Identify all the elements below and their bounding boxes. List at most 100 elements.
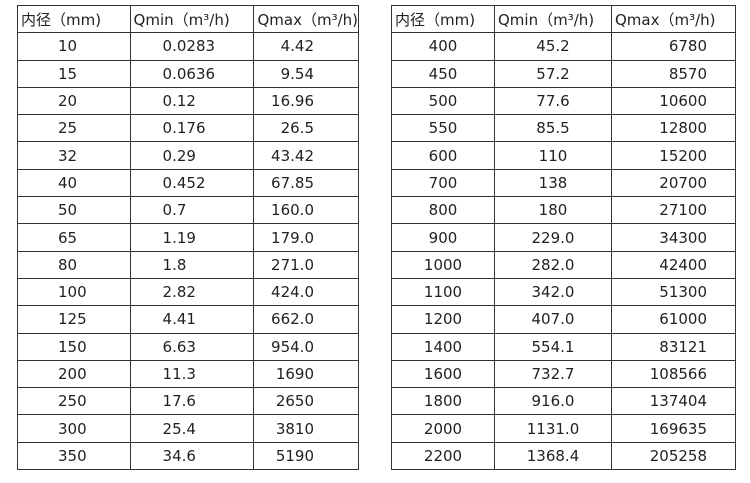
table-cell: 80 <box>17 250 131 279</box>
table-row: 150 6.63 954.0 <box>17 332 359 361</box>
table-row: 550 85.5 12800 <box>391 114 736 143</box>
header-cell: Qmin（m³/h) <box>494 4 612 34</box>
table-cell: 15200 <box>611 141 736 170</box>
table-cell: 1000 <box>391 250 495 279</box>
table-cell: 0.452 <box>129 168 255 198</box>
table-cell: 700 <box>391 168 495 198</box>
table-cell: 424.0 <box>253 277 359 307</box>
table-row: 100 2.82 424.0 <box>17 277 359 307</box>
table-row: 2000 1131.0 169635 <box>391 414 736 443</box>
table-cell: 40 <box>17 168 131 198</box>
table-cell: 6.63 <box>129 332 255 361</box>
table-cell: 0.7 <box>129 196 255 225</box>
header-cell: 内径（mm) <box>391 4 495 34</box>
table-cell: 350 <box>17 441 131 471</box>
table-cell: 25 <box>17 114 131 143</box>
table-cell: 554.1 <box>494 332 612 361</box>
table-row: 65 1.19 179.0 <box>17 223 359 252</box>
table-row: 700 138 20700 <box>391 168 736 198</box>
table-cell: 1800 <box>391 387 495 416</box>
table-cell: 1600 <box>391 359 495 389</box>
table-cell: 85.5 <box>494 114 612 143</box>
table-cell: 180 <box>494 196 612 225</box>
table-row: 15 0.0636 9.54 <box>17 59 359 88</box>
table-cell: 26.5 <box>253 114 359 143</box>
table-cell: 2650 <box>253 387 359 416</box>
table-cell: 2200 <box>391 441 495 471</box>
table-cell: 150 <box>17 332 131 361</box>
table-row: 600 110 15200 <box>391 141 736 170</box>
table-cell: 3810 <box>253 414 359 443</box>
table-cell: 179.0 <box>253 223 359 252</box>
table-cell: 1131.0 <box>494 414 612 443</box>
header-cell: Qmin（m³/h) <box>129 4 255 34</box>
table-row: 1800 916.0 137404 <box>391 387 736 416</box>
table-cell: 2000 <box>391 414 495 443</box>
table-cell: 205258 <box>611 441 736 471</box>
table-row: 1100 342.0 51300 <box>391 277 736 307</box>
table-cell: 0.12 <box>129 86 255 116</box>
table-cell: 34.6 <box>129 441 255 471</box>
header-row: 内径（mm) Qmin（m³/h) Qmax（m³/h) <box>391 4 736 34</box>
table-row: 2200 1368.4 205258 <box>391 441 736 471</box>
table-cell: 43.42 <box>253 141 359 170</box>
table-row: 1600 732.7 108566 <box>391 359 736 389</box>
table-cell: 916.0 <box>494 387 612 416</box>
table-cell: 32 <box>17 141 131 170</box>
table-row: 1200 407.0 61000 <box>391 305 736 334</box>
table-cell: 10 <box>17 32 131 61</box>
table-row: 1000 282.0 42400 <box>391 250 736 279</box>
table-cell: 65 <box>17 223 131 252</box>
table-cell: 20700 <box>611 168 736 198</box>
table-cell: 662.0 <box>253 305 359 334</box>
table-cell: 1690 <box>253 359 359 389</box>
table-cell: 77.6 <box>494 86 612 116</box>
table-cell: 67.85 <box>253 168 359 198</box>
table-row: 1400 554.1 83121 <box>391 332 736 361</box>
table-cell: 17.6 <box>129 387 255 416</box>
table-cell: 1100 <box>391 277 495 307</box>
table-cell: 1200 <box>391 305 495 334</box>
table-row: 200 11.3 1690 <box>17 359 359 389</box>
table-cell: 25.4 <box>129 414 255 443</box>
table-row: 500 77.6 10600 <box>391 86 736 116</box>
table-cell: 57.2 <box>494 59 612 88</box>
table-cell: 4.42 <box>253 32 359 61</box>
table-cell: 954.0 <box>253 332 359 361</box>
table-cell: 0.176 <box>129 114 255 143</box>
table-cell: 34300 <box>611 223 736 252</box>
table-cell: 282.0 <box>494 250 612 279</box>
table-cell: 900 <box>391 223 495 252</box>
table-cell: 2.82 <box>129 277 255 307</box>
table-cell: 15 <box>17 59 131 88</box>
table-cell: 732.7 <box>494 359 612 389</box>
table-cell: 61000 <box>611 305 736 334</box>
table-row: 80 1.8 271.0 <box>17 250 359 279</box>
table-cell: 1400 <box>391 332 495 361</box>
table-row: 50 0.7 160.0 <box>17 196 359 225</box>
table-cell: 300 <box>17 414 131 443</box>
table-cell: 800 <box>391 196 495 225</box>
table-row: 32 0.29 43.42 <box>17 141 359 170</box>
header-cell: Qmax（m³/h) <box>611 4 736 34</box>
table-cell: 160.0 <box>253 196 359 225</box>
table-row: 350 34.6 5190 <box>17 441 359 471</box>
table-cell: 9.54 <box>253 59 359 88</box>
table-cell: 4.41 <box>129 305 255 334</box>
table-row: 900 229.0 34300 <box>391 223 736 252</box>
table-cell: 450 <box>391 59 495 88</box>
table-cell: 169635 <box>611 414 736 443</box>
table-cell: 342.0 <box>494 277 612 307</box>
table-cell: 110 <box>494 141 612 170</box>
table-row: 400 45.2 6780 <box>391 32 736 61</box>
table-row: 25 0.176 26.5 <box>17 114 359 143</box>
table-cell: 1368.4 <box>494 441 612 471</box>
table-cell: 27100 <box>611 196 736 225</box>
flow-table: 内径（mm) Qmin（m³/h) Qmax（m³/h) 400 45.2 6780 450… <box>391 4 736 471</box>
header-row: 内径（mm) Qmin（m³/h) Qmax（m³/h) <box>17 4 359 34</box>
table-cell: 400 <box>391 32 495 61</box>
header-cell: Qmax（m³/h) <box>253 4 359 34</box>
table-cell: 83121 <box>611 332 736 361</box>
table-cell: 500 <box>391 86 495 116</box>
table-cell: 8570 <box>611 59 736 88</box>
